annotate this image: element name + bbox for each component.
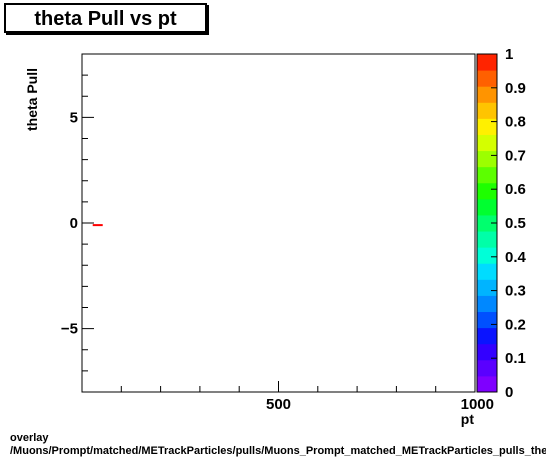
plot-area: 500 1000 5 0 −5 0 0.1 0.2 0.3 0.4 0.5 0.6 0.7 0.8 0.… (24, 46, 527, 427)
x-axis: 500 1000 (120, 381, 494, 413)
colorbar-label: 0.8 (505, 114, 526, 131)
heatmap-bin (92, 224, 103, 227)
colorbar-label: 1 (505, 46, 513, 63)
colorbar-segment (477, 102, 497, 119)
colorbar-segment (477, 214, 497, 232)
colorbar-segment (477, 327, 497, 345)
colorbar-label: 0.6 (505, 181, 526, 198)
footer-line-2: /Muons/Prompt/matched/METrackParticles/p… (10, 445, 546, 457)
colorbar-segment (477, 295, 497, 313)
plot-frame (81, 53, 476, 393)
colorbar-segment (477, 166, 497, 184)
colorbar-label: 0.7 (505, 147, 526, 164)
x-axis-title: pt (461, 411, 475, 427)
colorbar-segment (477, 311, 497, 329)
colorbar-segment (477, 198, 497, 216)
colorbar-segment (477, 54, 497, 71)
colorbar-label: 0 (505, 384, 513, 401)
colorbar-segment (477, 134, 497, 152)
footer: overlay /Muons/Prompt/matched/METrackPar… (10, 432, 546, 458)
data-points (92, 224, 103, 227)
colorbar-label: 0.1 (505, 350, 526, 367)
y-tick-label: 0 (70, 215, 78, 232)
y-tick-label: 5 (70, 109, 78, 126)
y-axis-title: theta Pull (24, 68, 40, 131)
x-tick-label: 500 (266, 396, 291, 413)
colorbar-segment (477, 343, 497, 361)
colorbar-label: 0.5 (505, 215, 526, 232)
colorbar-label: 0.4 (505, 249, 527, 266)
footer-line-1: overlay (10, 432, 49, 444)
colorbar-segment (477, 150, 497, 168)
colorbar-segment (477, 263, 497, 280)
colorbar-label: 0.9 (505, 80, 526, 97)
colorbar-segment (477, 231, 497, 248)
colorbar-segment (477, 182, 497, 200)
colorbar-segment (477, 375, 497, 393)
colorbar-segment (477, 247, 497, 264)
colorbar-segment (477, 359, 497, 377)
chart-title: theta Pull vs pt (34, 8, 177, 30)
colorbar-segment (477, 70, 497, 87)
title-box: theta Pull vs pt (4, 3, 207, 33)
colorbar-label: 0.2 (505, 316, 526, 333)
colorbar-segment (477, 279, 497, 296)
colorbar-segment (477, 86, 497, 103)
y-tick-label: −5 (61, 321, 78, 338)
y-axis: 5 0 −5 (61, 74, 94, 372)
colorbar-label: 0.3 (505, 283, 526, 300)
colorbar-segment (477, 118, 497, 135)
colorbar: 0 0.1 0.2 0.3 0.4 0.5 0.6 0.7 0.8 0.9 1 (476, 46, 527, 401)
x-tick-label: 1000 (461, 396, 494, 413)
